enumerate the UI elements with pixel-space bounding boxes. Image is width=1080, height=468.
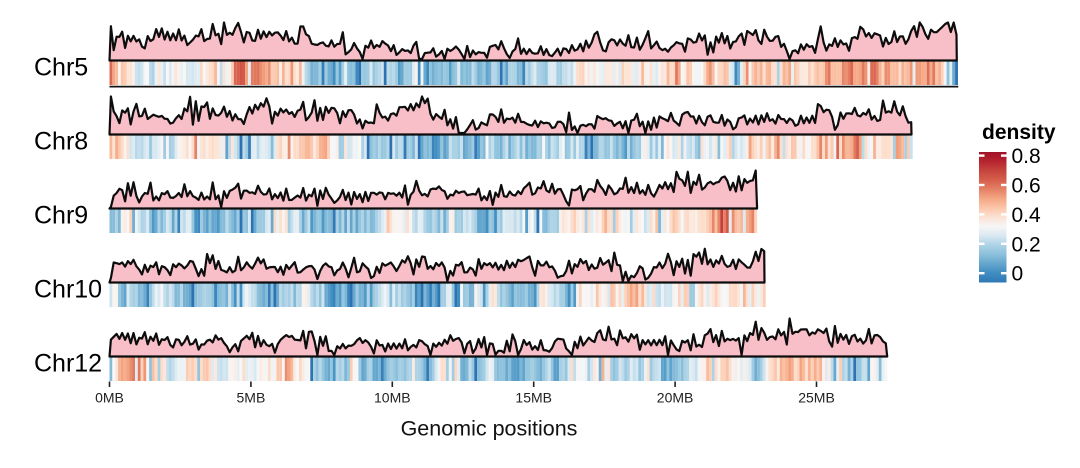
svg-text:0.6: 0.6	[1012, 175, 1041, 198]
svg-text:0MB: 0MB	[95, 390, 124, 406]
svg-text:0: 0	[1012, 263, 1024, 286]
svg-text:Chr12: Chr12	[34, 350, 102, 378]
svg-text:0.4: 0.4	[1012, 204, 1042, 227]
svg-text:Chr8: Chr8	[34, 128, 88, 156]
svg-text:0.8: 0.8	[1012, 145, 1041, 168]
svg-text:0.2: 0.2	[1012, 233, 1041, 256]
svg-text:Chr9: Chr9	[34, 202, 88, 230]
svg-text:density: density	[982, 121, 1056, 144]
svg-text:Genomic positions: Genomic positions	[401, 417, 578, 441]
svg-text:Chr10: Chr10	[34, 276, 102, 304]
svg-text:25MB: 25MB	[798, 390, 835, 406]
svg-text:Chr5: Chr5	[34, 54, 88, 82]
svg-text:15MB: 15MB	[515, 390, 552, 406]
svg-text:10MB: 10MB	[374, 390, 411, 406]
svg-text:20MB: 20MB	[657, 390, 694, 406]
svg-text:5MB: 5MB	[237, 390, 266, 406]
